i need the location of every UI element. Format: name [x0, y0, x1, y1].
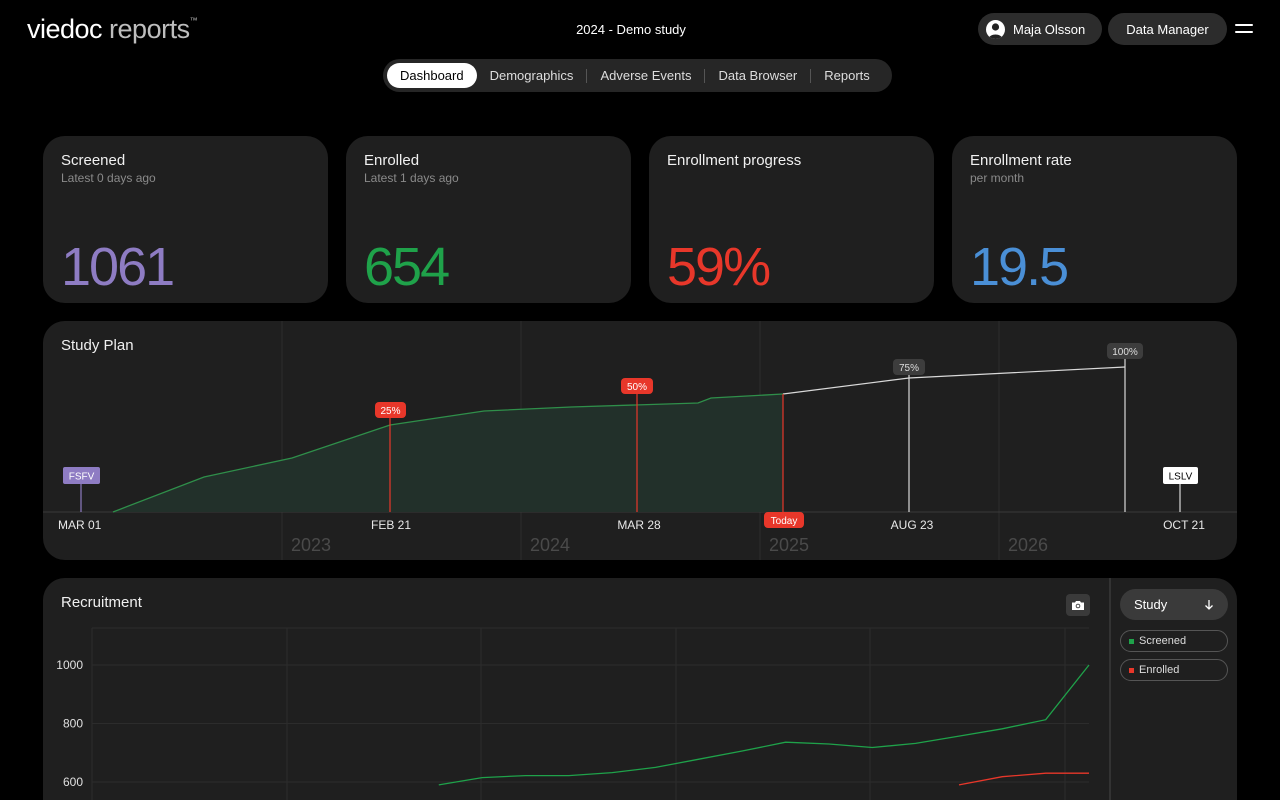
milestone-badge-75 [893, 359, 925, 375]
kpi-title: Screened [61, 152, 126, 169]
year-label: 2025 [769, 535, 809, 555]
actual-area [113, 394, 783, 512]
lslv-label: LSLV [1169, 472, 1193, 483]
nav-divider [810, 68, 812, 83]
study-title: 2024 - Demo study [576, 22, 686, 37]
kpi-value: 59% [667, 237, 771, 297]
camera-icon[interactable] [1066, 594, 1090, 616]
legend-swatch [1129, 667, 1134, 673]
year-label: 2024 [530, 535, 570, 555]
series-line-enrolled [958, 772, 1089, 786]
study-plan-card: Study Plan 25% 50% 75% 100% FSFV [43, 321, 1237, 560]
milestone-badge-label: 50% [627, 382, 647, 393]
milestone-badge-100 [1107, 343, 1143, 359]
tab-reports[interactable]: Reports [824, 68, 870, 83]
legend-enrolled[interactable]: Enrolled [1120, 659, 1228, 681]
kpi-subtitle: per month [970, 171, 1025, 185]
kpi-subtitle: Latest 0 days ago [61, 171, 156, 185]
y-tick-label: 800 [63, 717, 83, 731]
milestone-date: MAR 01 [58, 518, 102, 532]
tab-demographics[interactable]: Demographics [489, 68, 574, 83]
tab-data-browser[interactable]: Data Browser [718, 68, 798, 83]
study-plan-title: Study Plan [61, 337, 134, 354]
main-nav: Dashboard Demographics Adverse Events Da… [383, 59, 892, 92]
y-tick-label: 1000 [56, 658, 83, 672]
legend-label: Enrolled [1139, 664, 1180, 676]
user-menu-button[interactable]: Maja Olsson [978, 13, 1102, 45]
kpi-title: Enrollment rate [970, 152, 1072, 169]
user-avatar-icon [986, 19, 1005, 39]
legend-label: Screened [1139, 635, 1187, 647]
fsfv-label: FSFV [69, 472, 95, 483]
recruitment-side-divider [1109, 578, 1111, 800]
milestone-badge-50 [621, 378, 653, 394]
user-name: Maja Olsson [1013, 21, 1086, 37]
year-label: 2023 [291, 535, 331, 555]
recruitment-card: Recruitment 600 800 1000 [43, 578, 1237, 800]
milestone-date: FEB 21 [371, 518, 411, 532]
milestone-badge-label: 25% [380, 406, 400, 417]
kpi-title: Enrollment progress [667, 152, 802, 169]
kpi-value: 654 [364, 237, 450, 297]
year-label: 2026 [1008, 535, 1048, 555]
lslv-badge [1163, 467, 1198, 484]
tab-dashboard[interactable]: Dashboard [387, 63, 477, 88]
planned-progress-line [782, 366, 1126, 395]
app-logo[interactable]: viedoc reports™ [27, 14, 198, 44]
kpi-card-screened: Screened Latest 0 days ago 1061 [43, 136, 328, 303]
tab-adverse-events[interactable]: Adverse Events [600, 68, 692, 83]
arrow-down-icon [1205, 599, 1213, 610]
milestone-badge-25 [375, 402, 406, 418]
y-tick-label: 600 [63, 775, 83, 789]
series-line-screened [438, 664, 1090, 786]
kpi-value: 19.5 [970, 237, 1069, 297]
legend-screened[interactable]: Screened [1120, 630, 1228, 652]
study-plan-timeline: 25% 50% 75% 100% FSFV LSLV Today MAR 01 … [43, 321, 1237, 560]
recruitment-title: Recruitment [61, 594, 142, 611]
role-button[interactable]: Data Manager [1108, 13, 1227, 45]
nav-divider [586, 68, 588, 83]
kpi-title: Enrolled [364, 152, 420, 169]
legend-swatch [1129, 638, 1134, 644]
kpi-subtitle: Latest 1 days ago [364, 171, 459, 185]
study-filter-label: Study [1134, 597, 1168, 612]
nav-divider [704, 68, 706, 83]
milestone-date: OCT 21 [1163, 518, 1205, 532]
today-badge [764, 512, 804, 528]
actual-progress-line [112, 393, 784, 513]
study-filter-select[interactable]: Study [1120, 589, 1228, 620]
fsfv-badge [63, 467, 100, 484]
hamburger-menu-icon[interactable] [1235, 24, 1253, 36]
kpi-value: 1061 [61, 237, 175, 297]
milestone-badge-label: 75% [899, 363, 919, 374]
milestone-badge-label: 100% [1112, 347, 1138, 358]
today-label: Today [771, 516, 798, 527]
kpi-card-enrolled: Enrolled Latest 1 days ago 654 [346, 136, 631, 303]
recruitment-chart: 600 800 1000 [56, 627, 1090, 800]
milestone-date: AUG 23 [891, 518, 934, 532]
kpi-card-enrollment-rate: Enrollment rate per month 19.5 [952, 136, 1237, 303]
milestone-date: MAR 28 [617, 518, 661, 532]
kpi-card-enrollment-progress: Enrollment progress 59% [649, 136, 934, 303]
